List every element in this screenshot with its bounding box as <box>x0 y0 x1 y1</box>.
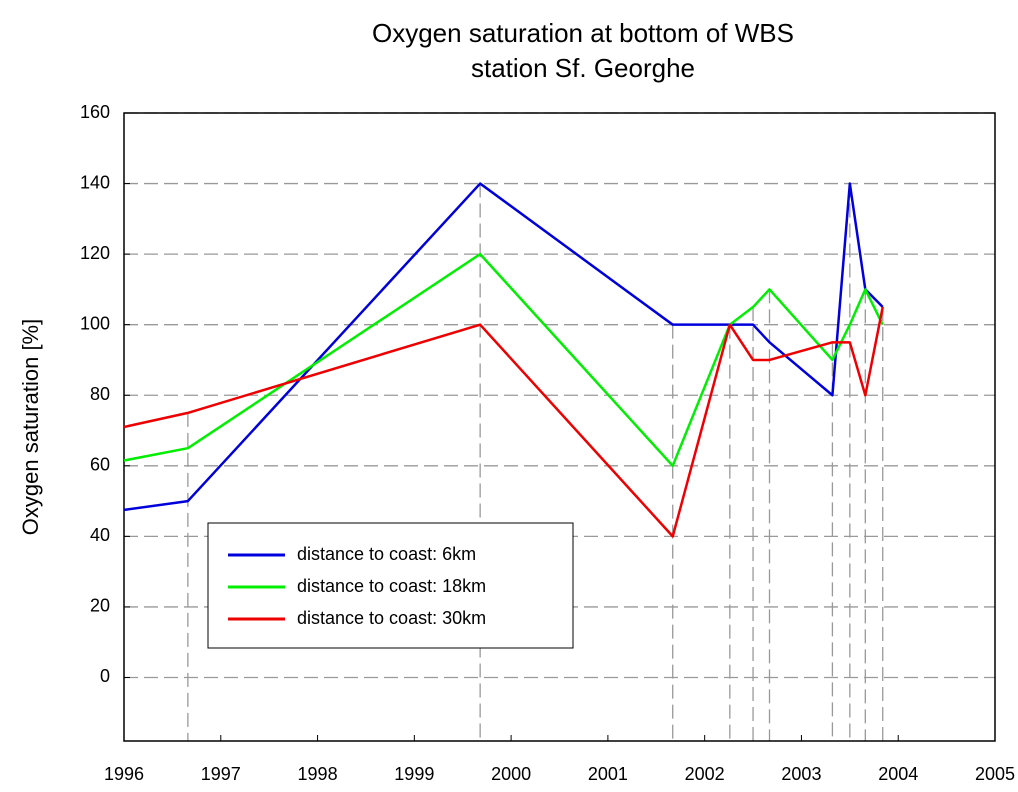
x-tick-label: 1998 <box>298 764 338 784</box>
y-axis-label: Oxygen saturation [%] <box>18 319 43 535</box>
chart-title: station Sf. Georghe <box>471 53 695 83</box>
data-line <box>123 182 884 512</box>
legend-label: distance to coast: 18km <box>297 576 486 596</box>
x-tick-label: 2001 <box>588 764 628 784</box>
x-tick-label: 2005 <box>975 764 1015 784</box>
y-tick-label: 100 <box>80 313 110 333</box>
data-line <box>123 252 884 468</box>
legend-label: distance to coast: 30km <box>297 608 486 628</box>
x-tick-label: 2002 <box>685 764 725 784</box>
x-tick-label: 2003 <box>781 764 821 784</box>
x-tick-label: 2000 <box>491 764 531 784</box>
legend-label: distance to coast: 6km <box>297 544 476 564</box>
y-tick-label: 40 <box>90 525 110 545</box>
data-line <box>123 306 884 538</box>
y-tick-label: 0 <box>100 666 110 686</box>
x-tick-label: 1996 <box>104 764 144 784</box>
y-tick-label: 60 <box>90 455 110 475</box>
x-tick-label: 1997 <box>201 764 241 784</box>
x-tick-label: 2004 <box>878 764 918 784</box>
y-tick-label: 140 <box>80 172 110 192</box>
y-tick-label: 20 <box>90 596 110 616</box>
y-tick-label: 120 <box>80 243 110 263</box>
y-tick-label: 80 <box>90 384 110 404</box>
chart-title: Oxygen saturation at bottom of WBS <box>372 18 794 48</box>
y-tick-label: 160 <box>80 102 110 122</box>
x-tick-label: 1999 <box>394 764 434 784</box>
